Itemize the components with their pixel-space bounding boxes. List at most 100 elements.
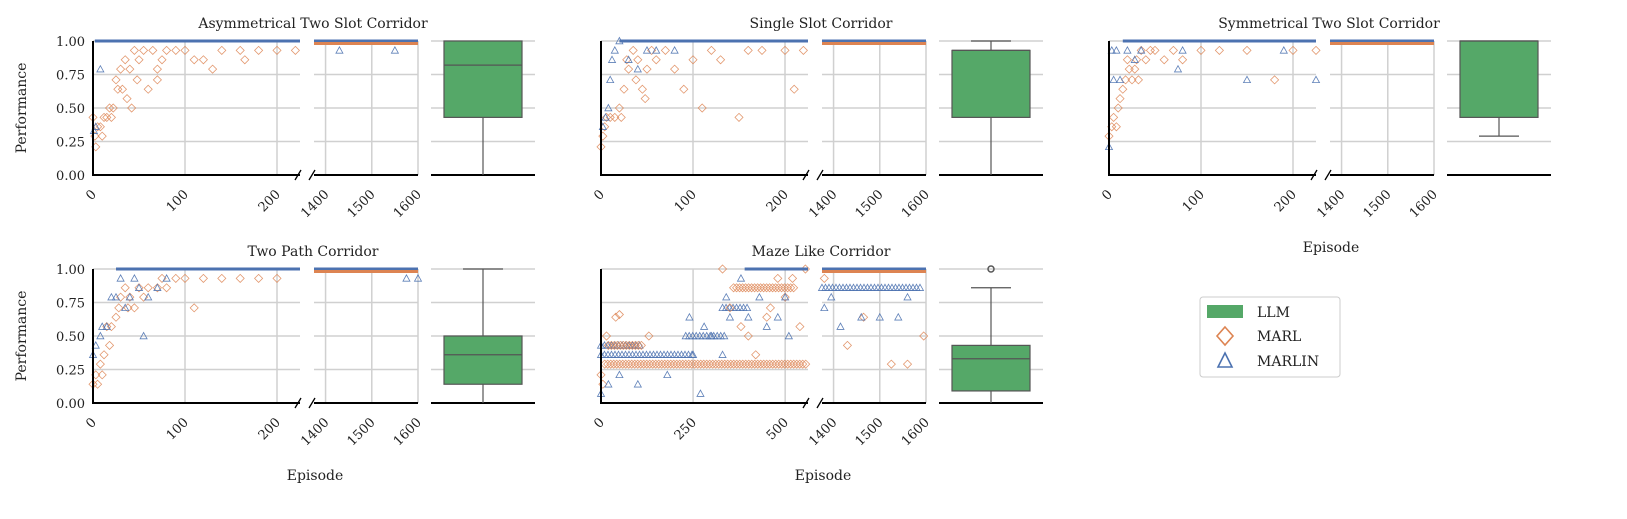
marlin-point: [649, 350, 658, 358]
marl-point: [1270, 75, 1280, 85]
marlin-point: [859, 283, 869, 291]
marlin-point: [824, 283, 834, 291]
marlin-point: [894, 283, 904, 291]
marlin-point: [866, 283, 876, 291]
marl-point: [111, 75, 121, 85]
marlin-point: [884, 283, 893, 291]
marl-point: [217, 45, 227, 55]
marlin-point: [1137, 46, 1146, 54]
marl-point: [777, 283, 787, 293]
marlin-point: [96, 331, 105, 340]
marl-point: [272, 273, 282, 283]
marl-point: [1196, 45, 1206, 55]
marl-point: [642, 359, 652, 369]
marl-point: [1118, 84, 1128, 94]
axis-break-mark: [294, 397, 302, 409]
marlin-point: [875, 312, 884, 321]
marlin-point: [1242, 75, 1252, 84]
marl-point: [697, 103, 707, 113]
marl-point: [732, 283, 742, 293]
marlin-point: [606, 75, 615, 84]
marl-point: [614, 103, 624, 113]
llm-outlier: [987, 265, 995, 273]
legend-llm-swatch: [1207, 305, 1243, 318]
marlin-point: [335, 46, 344, 54]
marl-point: [189, 55, 199, 65]
axis-break-mark: [816, 169, 824, 181]
x-tick-label: 250: [672, 415, 700, 443]
marlin-point: [656, 350, 665, 358]
marl-point: [624, 340, 634, 350]
marl-point: [729, 283, 739, 293]
marlin-point: [1130, 55, 1139, 63]
marl-point: [123, 303, 133, 313]
marl-point: [132, 75, 142, 85]
marl-point: [735, 283, 745, 293]
marlin-point: [663, 370, 672, 379]
marl-point: [606, 340, 616, 350]
marl-point: [631, 75, 641, 85]
marl-point: [771, 359, 781, 369]
marl-point: [729, 359, 739, 369]
marlin-point: [624, 55, 633, 63]
marlin-point: [666, 350, 676, 358]
x-tick-label: 100: [164, 415, 192, 443]
subplot-title: Maze Like Corridor: [752, 244, 891, 260]
x-tick-label: 200: [764, 187, 792, 215]
x-tick-label: 1400: [1314, 187, 1348, 221]
marlin-point: [880, 283, 890, 291]
marl-point: [162, 283, 172, 293]
marl-point: [735, 359, 745, 369]
marl-point: [780, 359, 790, 369]
marlin-point: [870, 283, 879, 291]
marl-point: [139, 45, 149, 55]
marl-point: [714, 359, 724, 369]
marlin-point: [125, 292, 134, 301]
marl-point: [637, 84, 647, 94]
marlin-point: [607, 55, 617, 63]
marlin-point: [652, 46, 661, 54]
legend-label-marlin: MARLIN: [1257, 354, 1319, 370]
marl-point: [636, 359, 646, 369]
marlin-point: [659, 350, 669, 358]
marl-point: [235, 45, 245, 55]
marlin-point: [827, 292, 836, 301]
marl-point: [134, 283, 144, 293]
marlin-point: [638, 350, 648, 358]
marlin-point: [1173, 64, 1183, 73]
x-tick-label: 1500: [1361, 187, 1395, 221]
x-tick-label: 1400: [298, 187, 332, 221]
marl-point: [1113, 103, 1123, 113]
marl-point: [780, 283, 790, 293]
marl-point: [741, 359, 751, 369]
x-axis-label: Episode: [287, 468, 344, 484]
y-axis-label: Performance: [14, 291, 30, 382]
marl-point: [771, 283, 781, 293]
x-tick-label: 1400: [806, 415, 840, 449]
marlin-point: [1123, 46, 1132, 54]
subplot-5: Maze Like Corridor 0 250 500 1400 1500 1600 Epi…: [591, 244, 1043, 484]
axis-break-mark: [308, 397, 316, 409]
marl-point: [645, 359, 655, 369]
marl-point: [639, 359, 649, 369]
marlin-point: [604, 103, 613, 112]
marl-point: [738, 359, 748, 369]
axis-break-mark: [816, 397, 824, 409]
marl-point: [615, 359, 625, 369]
marl-point: [759, 283, 769, 293]
marl-point: [787, 273, 798, 283]
axis-break-mark: [1324, 169, 1332, 181]
marlin-point: [903, 292, 912, 301]
marl-point: [616, 112, 626, 122]
marl-point: [786, 283, 796, 293]
marl-point: [125, 64, 135, 74]
marl-point: [744, 283, 754, 293]
marl-point: [741, 283, 751, 293]
x-tick-label: 1500: [853, 415, 887, 449]
marlin-point: [739, 303, 748, 312]
marlin-point: [845, 283, 855, 291]
marl-point: [647, 45, 657, 55]
marl-point: [743, 45, 753, 55]
marlin-point: [696, 389, 705, 397]
